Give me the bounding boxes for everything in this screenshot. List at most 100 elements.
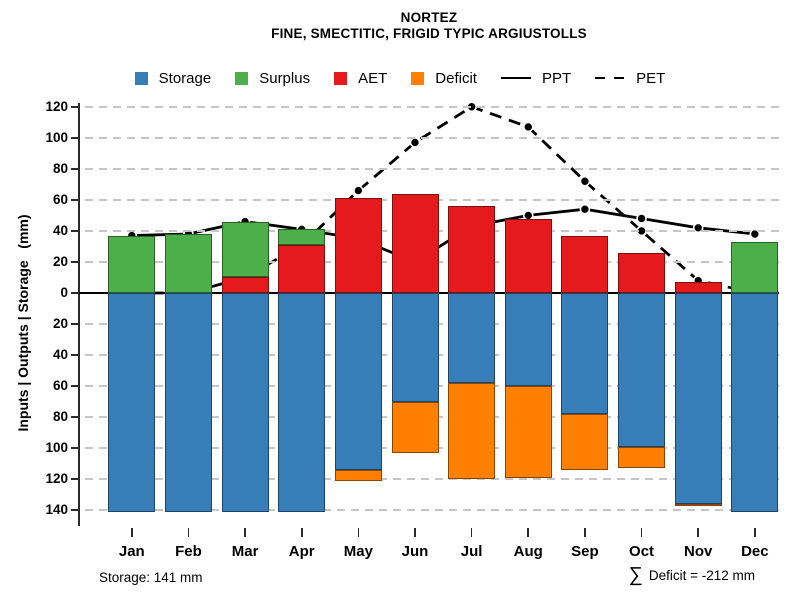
month-label: Feb	[175, 543, 202, 560]
y-axis-tick-label: 100	[45, 129, 68, 145]
deficit-bar	[504, 386, 552, 478]
y-axis-tick-label: 140	[45, 502, 68, 518]
legend-item-aet: AET	[334, 70, 387, 87]
storage-bar	[334, 293, 382, 470]
gridline	[85, 478, 779, 481]
deficit-bar	[391, 401, 439, 453]
deficit-bar	[334, 469, 382, 481]
aet-bar	[278, 244, 326, 293]
ppt-point	[636, 213, 647, 224]
storage-bar	[391, 293, 439, 402]
month-label: Dec	[741, 543, 769, 560]
y-axis-tick	[71, 354, 79, 356]
month-label: Apr	[288, 543, 315, 560]
deficit-bar	[561, 414, 609, 470]
surplus-swatch-icon	[235, 71, 249, 85]
x-axis-tick	[357, 528, 360, 537]
y-axis-tick-label: 40	[52, 347, 68, 363]
storage-bar	[221, 293, 269, 512]
deficit-swatch-icon	[411, 71, 425, 85]
y-axis-tick-label: 60	[52, 378, 68, 394]
aet-bar	[618, 252, 666, 293]
storage-bar	[278, 293, 326, 512]
gridline	[85, 509, 779, 512]
ppt-point	[579, 203, 591, 215]
legend-label: Deficit	[435, 69, 477, 87]
x-axis-tick	[470, 528, 473, 537]
y-axis-tick-label: 20	[52, 316, 68, 332]
y-axis-tick-label: 120	[45, 98, 68, 114]
y-axis-tick-label: 100	[45, 440, 68, 456]
pet-point	[522, 121, 534, 133]
chart-title: NORTEZ	[400, 10, 458, 25]
y-axis-tick	[71, 385, 79, 387]
legend-label: PPT	[541, 69, 572, 87]
surplus-bar	[278, 229, 326, 245]
y-axis-tick	[71, 261, 79, 263]
legend-item-surplus: Surplus	[235, 70, 310, 87]
x-axis-tick	[754, 528, 756, 537]
aet-bar	[391, 193, 439, 293]
legend-item-pet: PET	[595, 70, 665, 87]
y-axis-tick-label: 0	[60, 285, 68, 300]
gridline	[85, 105, 779, 108]
deficit-total: Deficit = -212 mm	[648, 567, 755, 583]
y-axis-tick	[71, 292, 79, 294]
month-label: Aug	[513, 543, 543, 560]
month-label: May	[343, 543, 373, 560]
y-axis-tick	[71, 137, 79, 139]
y-axis-tick-label: 80	[52, 160, 68, 176]
deficit-bar	[618, 446, 666, 469]
y-axis-tick	[71, 416, 79, 418]
y-axis-tick	[71, 199, 79, 201]
gridline	[85, 137, 779, 139]
storage-bar	[164, 293, 212, 512]
y-axis-tick-label: 120	[45, 471, 68, 487]
surplus-bar	[731, 241, 779, 293]
x-axis-tick	[697, 528, 699, 537]
storage-bar	[731, 293, 779, 512]
y-axis-line	[78, 103, 80, 526]
y-axis-title: Inputs | Outputs | Storage (mm)	[15, 214, 31, 432]
y-axis-tick-label: 20	[52, 253, 68, 269]
month-label: Oct	[629, 543, 655, 560]
ppt-line-sample-icon	[500, 76, 531, 80]
y-axis-tick-label: 60	[52, 191, 68, 207]
x-axis-tick	[300, 528, 303, 537]
x-axis-tick	[527, 528, 530, 537]
y-axis-tick-label: 40	[52, 222, 68, 238]
surplus-bar	[164, 234, 212, 293]
x-axis-tick	[244, 528, 246, 537]
aet-swatch-icon	[334, 71, 348, 85]
storage-swatch-icon	[134, 71, 148, 85]
surplus-bar	[221, 221, 269, 278]
aet-bar	[334, 198, 382, 293]
y-axis-tick	[71, 105, 79, 108]
legend-label: Surplus	[259, 69, 311, 87]
sigma-symbol: ∑	[628, 564, 643, 586]
y-axis-tick	[71, 478, 79, 481]
month-label: Sep	[571, 543, 599, 560]
y-axis-tick	[71, 509, 79, 512]
month-label: Jun	[401, 543, 429, 560]
chart-subtitle: FINE, SMECTITIC, FRIGID TYPIC ARGIUSTOLL…	[271, 26, 587, 41]
legend: Storage Surplus AET Deficit PPT PET	[0, 66, 800, 90]
month-label: Jan	[118, 543, 145, 560]
storage-bar	[108, 293, 156, 512]
deficit-bar	[448, 383, 496, 480]
storage-bar	[561, 293, 609, 415]
pet-point	[353, 185, 364, 196]
aet-bar	[221, 277, 269, 293]
surplus-bar	[108, 235, 156, 293]
storage-footnote: Storage: 141 mm	[99, 570, 203, 585]
storage-bar	[674, 293, 722, 505]
pet-point	[409, 137, 421, 148]
x-axis-tick	[131, 528, 133, 537]
y-axis-tick	[71, 447, 79, 449]
legend-item-ppt: PPT	[500, 69, 572, 87]
x-axis-tick	[640, 528, 643, 537]
deficit-bar	[674, 504, 722, 507]
legend-item-storage: Storage	[134, 70, 211, 87]
